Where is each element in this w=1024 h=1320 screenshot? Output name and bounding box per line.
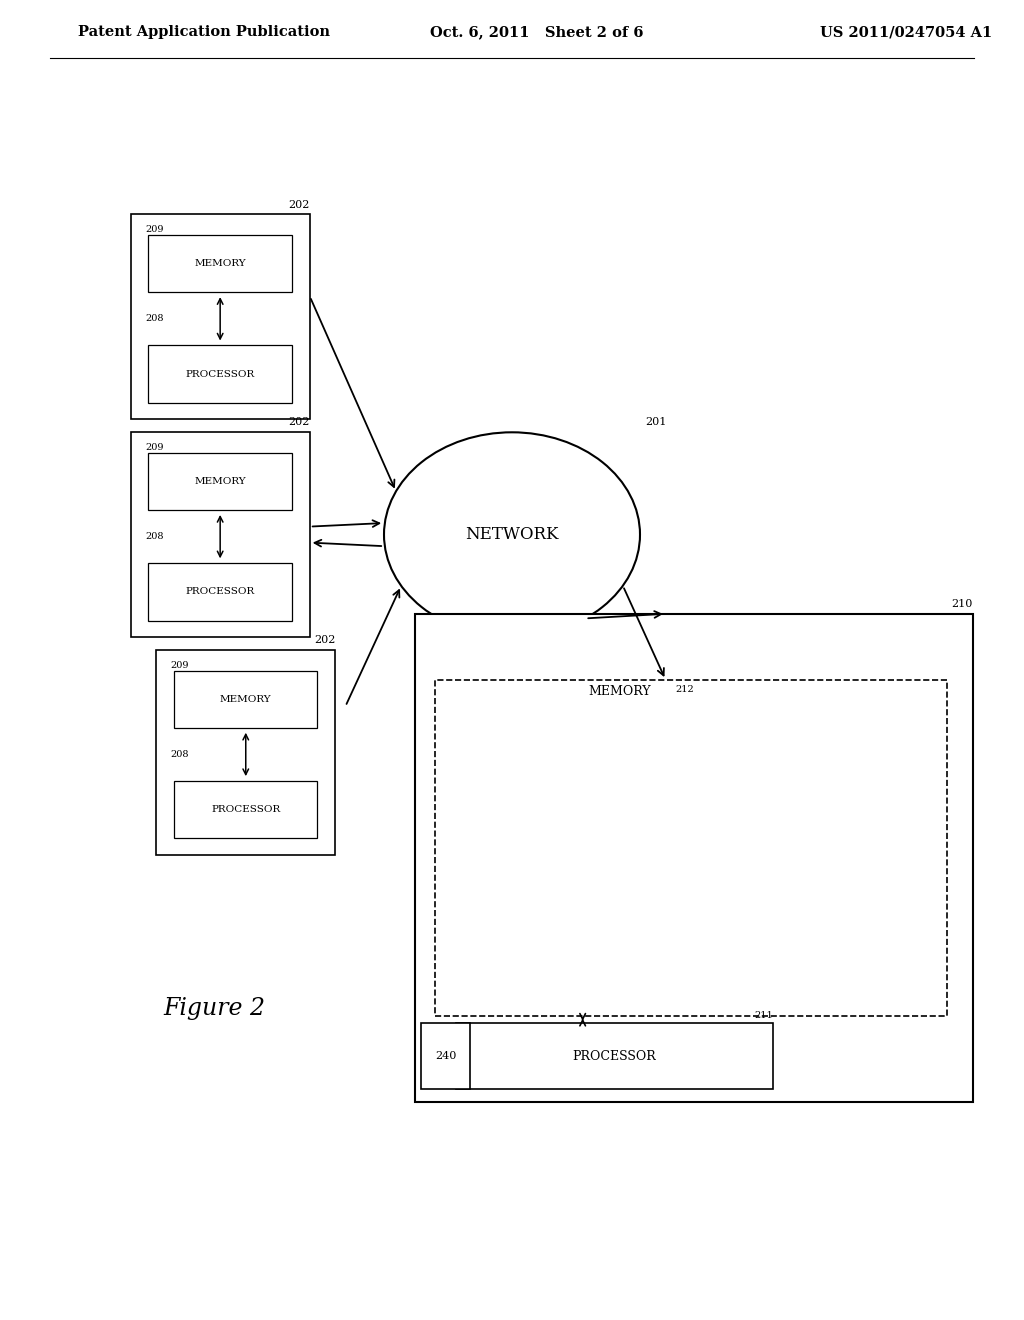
Text: 209: 209 bbox=[145, 224, 164, 234]
Text: 208: 208 bbox=[170, 750, 189, 759]
Bar bbox=[131, 433, 309, 638]
Bar bbox=[148, 564, 292, 620]
Text: PROCESSOR: PROCESSOR bbox=[211, 805, 281, 814]
Text: 210: 210 bbox=[951, 599, 973, 609]
Text: Figure 2: Figure 2 bbox=[164, 997, 266, 1019]
Text: MEMORY: MEMORY bbox=[589, 685, 651, 698]
Text: 240: 240 bbox=[435, 1051, 456, 1061]
Bar bbox=[435, 680, 947, 1016]
Text: PROCESSOR: PROCESSOR bbox=[572, 1049, 656, 1063]
Bar bbox=[148, 235, 292, 292]
Text: MEMORY: MEMORY bbox=[220, 694, 271, 704]
Text: PROCESSOR: PROCESSOR bbox=[185, 587, 255, 597]
Text: 202: 202 bbox=[289, 417, 309, 428]
Text: 211: 211 bbox=[755, 1011, 773, 1020]
Text: 208: 208 bbox=[145, 314, 164, 323]
Text: 202: 202 bbox=[314, 635, 335, 645]
Bar bbox=[156, 651, 336, 855]
Text: 202: 202 bbox=[289, 199, 309, 210]
Ellipse shape bbox=[384, 433, 640, 638]
Bar bbox=[174, 781, 317, 838]
Bar bbox=[456, 1023, 773, 1089]
Text: MEMORY: MEMORY bbox=[195, 477, 246, 486]
Text: 209: 209 bbox=[145, 442, 164, 451]
Bar bbox=[148, 346, 292, 403]
Text: US 2011/0247054 A1: US 2011/0247054 A1 bbox=[820, 25, 992, 40]
Text: 212: 212 bbox=[676, 685, 694, 694]
Bar bbox=[174, 671, 317, 727]
Bar bbox=[415, 614, 973, 1102]
Text: Patent Application Publication: Patent Application Publication bbox=[78, 25, 330, 40]
Text: 208: 208 bbox=[145, 532, 164, 541]
Bar bbox=[131, 214, 309, 418]
Bar bbox=[148, 453, 292, 510]
Text: MEMORY: MEMORY bbox=[195, 259, 246, 268]
Text: PROCESSOR: PROCESSOR bbox=[185, 370, 255, 379]
Bar bbox=[421, 1023, 470, 1089]
Text: 201: 201 bbox=[645, 417, 667, 428]
Text: NETWORK: NETWORK bbox=[465, 527, 559, 543]
Text: 209: 209 bbox=[170, 660, 189, 669]
Text: Oct. 6, 2011   Sheet 2 of 6: Oct. 6, 2011 Sheet 2 of 6 bbox=[430, 25, 643, 40]
